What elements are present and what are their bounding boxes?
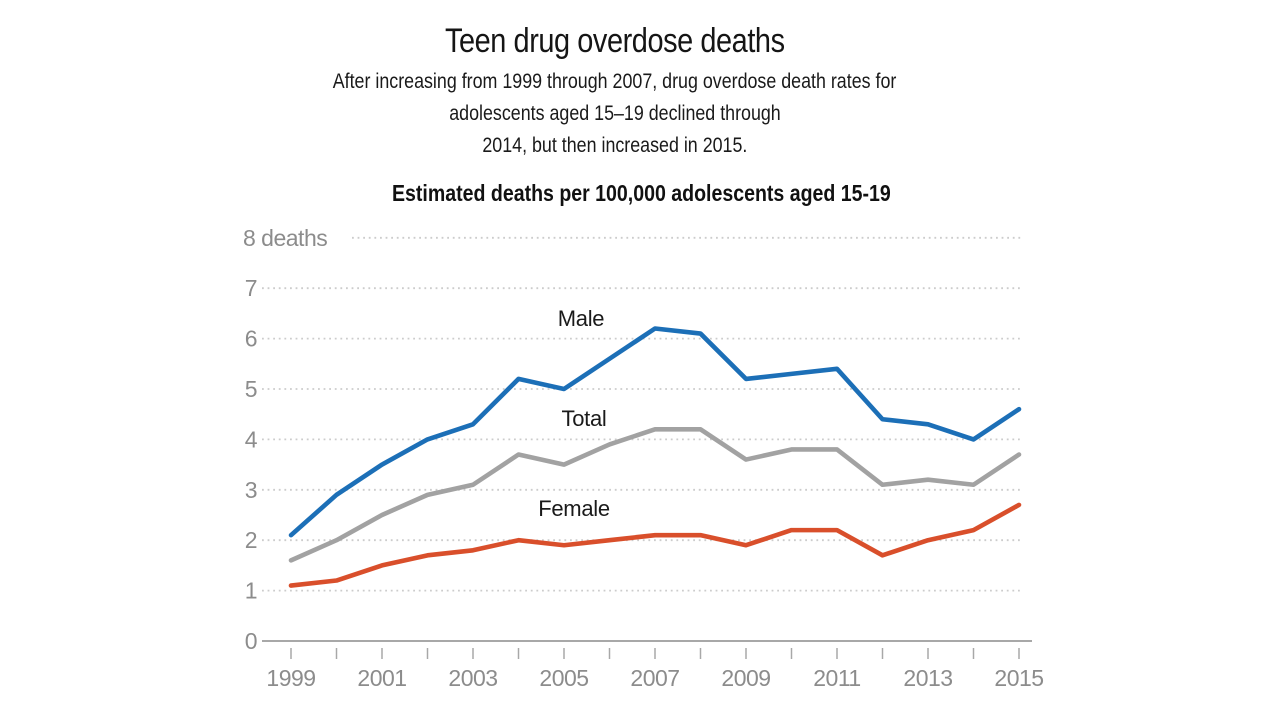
series-label-female: Female [538, 496, 610, 521]
series-label-total: Total [562, 406, 607, 431]
x-axis-label: 2005 [539, 665, 588, 691]
axis-heading: Estimated deaths per 100,000 adolescents… [26, 180, 1256, 207]
x-axis-label: 2007 [630, 665, 679, 691]
total-line [288, 427, 1022, 563]
y-axis-label: 4 [245, 426, 258, 452]
subtitle-line-2: adolescents aged 15–19 declined through [449, 102, 781, 125]
y-axis-label: 8 deaths [243, 225, 327, 251]
subtitle-line-3: 2014, but then increased in 2015. [482, 134, 748, 157]
female-line [288, 502, 1022, 588]
y-axis-label: 6 [245, 326, 257, 352]
x-axis-label: 2015 [994, 665, 1043, 691]
x-axis-label: 2001 [357, 665, 406, 691]
subtitle-line-1: After increasing from 1999 through 2007,… [333, 70, 897, 93]
x-axis-label: 2009 [721, 665, 770, 691]
x-axis-label: 2011 [813, 665, 860, 691]
axis-heading-text: Estimated deaths per 100,000 adolescents… [391, 180, 891, 206]
x-axis-label: 2013 [903, 665, 952, 691]
y-axis-label: 3 [245, 477, 257, 503]
y-axis-label: 5 [245, 376, 257, 402]
chart-subtitle: After increasing from 1999 through 2007,… [0, 66, 1230, 162]
y-axis-label: 1 [245, 578, 257, 604]
chart-title-text: Teen drug overdose deaths [445, 22, 785, 60]
x-axis-label: 2003 [448, 665, 497, 691]
y-axis-label: 2 [245, 527, 257, 553]
chart-title: Teen drug overdose deaths [0, 22, 1230, 61]
male-line [288, 326, 1022, 538]
y-axis-label: 0 [245, 628, 257, 654]
y-axis-label: 7 [245, 275, 257, 301]
series-label-male: Male [558, 306, 605, 331]
x-axis-label: 1999 [266, 665, 315, 691]
